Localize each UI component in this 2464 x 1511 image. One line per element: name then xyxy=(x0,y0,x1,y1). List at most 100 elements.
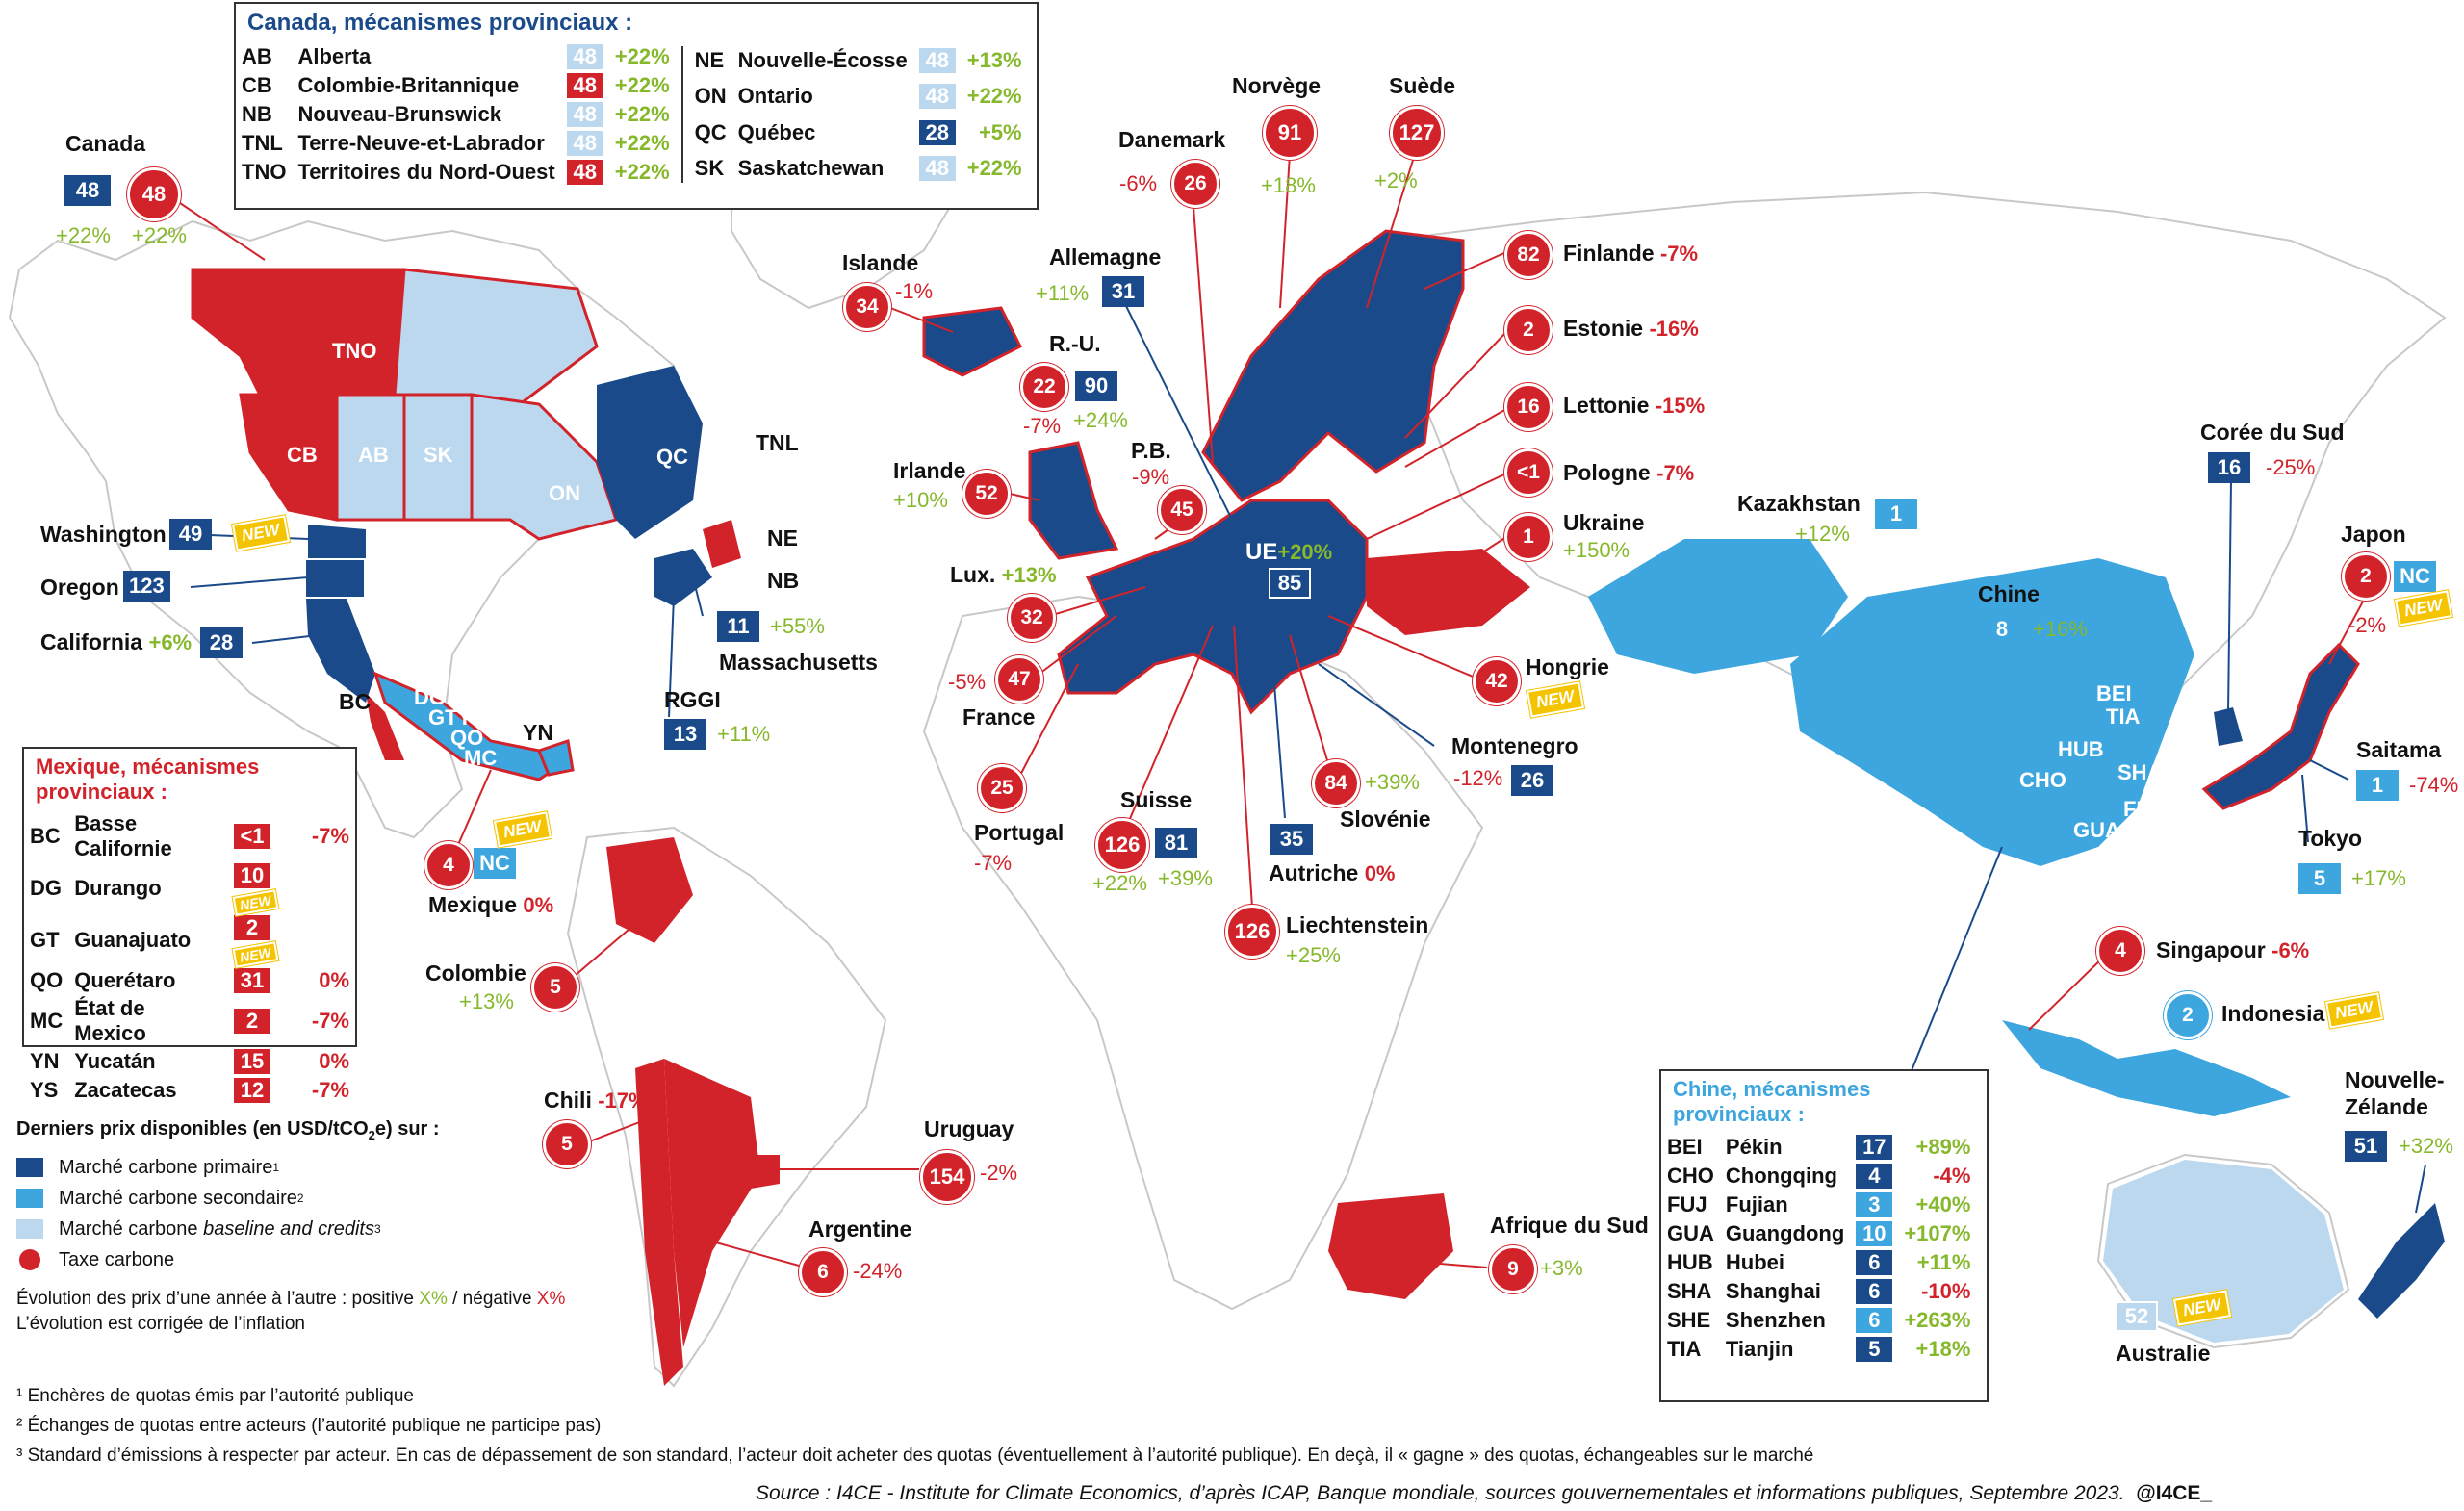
canada-change-2: +22% xyxy=(132,223,187,247)
region-ukraine xyxy=(1367,549,1530,635)
china-panel-name: Hubei xyxy=(1725,1250,1785,1274)
canada-panel-code: SK xyxy=(694,156,725,181)
canada-panel-name: Alberta xyxy=(297,44,372,68)
legend-item-tax: Taxe carbone xyxy=(16,1244,565,1275)
china-panel-code: TIA xyxy=(1667,1337,1702,1361)
china-panel-code: SHA xyxy=(1667,1279,1712,1303)
region-label-cb: CB xyxy=(287,443,318,467)
oregon-price: 123 xyxy=(123,571,170,602)
mexico-panel-row: YS Zacatecas 12 -7% xyxy=(24,1076,355,1105)
leader-chine xyxy=(1910,846,2003,1074)
region-argentine xyxy=(664,1059,760,1347)
canada-panel-value: 48 xyxy=(918,47,956,73)
label-afrique-du-sud: Afrique du Sud xyxy=(1490,1213,1649,1238)
canada-panel-change: +22% xyxy=(966,84,1022,109)
leader-norvege xyxy=(1279,153,1291,309)
mexico-panel-title: Mexique, mécanismes provinciaux : xyxy=(36,755,260,804)
portugal-change: -7% xyxy=(974,851,1013,875)
region-label-tia: TIA xyxy=(2106,704,2141,729)
massachusetts-price: 11 xyxy=(717,611,759,642)
france-change: -5% xyxy=(948,670,987,694)
label-irlande: Irlande xyxy=(893,458,966,483)
uruguay-change: -2% xyxy=(980,1161,1018,1185)
danemark-tax-price: 26 xyxy=(1171,160,1219,208)
mexico-panel-value: 10 xyxy=(233,863,270,888)
mexico-panel-value-cell: 2NEW xyxy=(228,914,306,968)
china-panel-value-cell: 6 xyxy=(1850,1277,1898,1306)
canada-panel-row: QC Québec 28 +5% xyxy=(689,115,1028,151)
coree-change: -25% xyxy=(2266,455,2316,479)
canada-panel-value: 48 xyxy=(566,131,603,156)
mexico-panel-change: 0% xyxy=(319,968,349,992)
china-panel-value-cell: 6 xyxy=(1850,1248,1898,1277)
label-portugal: Portugal xyxy=(974,820,1065,845)
canada-panel-name: Colombie-Britannique xyxy=(297,73,520,97)
eurasia-outline xyxy=(1384,191,2447,772)
mexico-panel-name: Basse Californie xyxy=(74,811,172,860)
label-japon: Japon xyxy=(2341,522,2406,547)
legend-swatch-tax xyxy=(19,1249,40,1270)
china-panel-change: +11% xyxy=(1916,1250,1971,1274)
canada-panel-change: +22% xyxy=(614,73,670,97)
kazakhstan-market-price: 1 xyxy=(1875,499,1917,529)
region-bc-mx xyxy=(366,693,404,760)
leader-islande xyxy=(885,305,954,333)
canada-panel-row: SK Saskatchewan 48 +22% xyxy=(689,151,1028,188)
legend-title: Derniers prix disponibles (en USD/tCO2e)… xyxy=(16,1118,440,1142)
lux-change: +13% xyxy=(1001,563,1057,587)
china-panel-value: 5 xyxy=(1856,1337,1893,1362)
canada-provincial-panel: Canada, mécanismes provinciaux : AB Alber… xyxy=(234,2,1039,210)
label-lettonie: Lettonie -15% xyxy=(1563,393,1706,418)
china-panel-value-cell: 4 xyxy=(1850,1162,1898,1191)
region-label-on: ON xyxy=(549,481,580,505)
region-label-gtys: GTYS xyxy=(428,705,486,730)
mexico-panel-value: 2 xyxy=(233,915,270,940)
mexico-panel-row: QO Querétaro 31 0% xyxy=(24,966,355,995)
region-label-she: SHE xyxy=(2104,857,2147,881)
canada-panel-code: TNO xyxy=(242,160,287,184)
canada-panel-row: CB Colombie-Britannique 48 +22% xyxy=(236,71,676,100)
california-price: 28 xyxy=(200,627,243,658)
singapour-change: -6% xyxy=(2272,938,2310,962)
australie-market-price: 52 xyxy=(2116,1301,2158,1332)
region-label-dg: DG xyxy=(414,685,446,709)
canada-panel-name: Québec xyxy=(737,119,816,144)
norvege-tax-price: 91 xyxy=(1263,106,1317,160)
leader-estonie xyxy=(1404,331,1507,439)
region-california xyxy=(306,599,375,703)
label-kazakhstan: Kazakhstan xyxy=(1737,491,1861,516)
region-label-qo: QO xyxy=(450,726,483,750)
label-ue: UE+20% xyxy=(1245,539,1333,565)
leader-colombie xyxy=(567,923,636,983)
canada-panel-value: 48 xyxy=(918,84,956,110)
slovenie-change: +39% xyxy=(1365,770,1420,794)
china-panel-row: BEI Pékin 17 +89% xyxy=(1661,1133,1976,1162)
label-singapour: Singapour -6% xyxy=(2156,937,2310,962)
leader-allemagne xyxy=(1125,305,1243,540)
legend: Derniers prix disponibles (en USD/tCO2e)… xyxy=(16,1118,565,1335)
mexique-tax-price: 4 xyxy=(424,841,473,889)
autriche-market-price: 35 xyxy=(1270,824,1313,855)
china-panel-code: FUJ xyxy=(1667,1192,1707,1216)
rggi-price: 13 xyxy=(664,719,706,750)
lettonie-change: -15% xyxy=(1655,394,1706,418)
leader-canada xyxy=(170,196,266,261)
mexico-panel-name: Zacatecas xyxy=(74,1078,177,1102)
mexico-panel-change: 0% xyxy=(319,1049,349,1073)
label-colombie: Colombie xyxy=(425,960,526,986)
canada-panel-code: ON xyxy=(694,84,727,109)
label-mexique: Mexique 0% xyxy=(428,892,554,917)
japon-market-nc: NC xyxy=(2394,561,2436,592)
saitama-change: -74% xyxy=(2409,773,2459,797)
argentine-tax-price: 6 xyxy=(799,1248,847,1296)
market-leader-lines xyxy=(190,305,2426,1214)
label-yn: YN xyxy=(523,720,553,745)
canada-panel-value-cell: 48 xyxy=(561,100,609,129)
china-panel-value: 6 xyxy=(1856,1279,1893,1304)
region-label-bei: BEI xyxy=(2096,681,2132,705)
leader-saitama xyxy=(2309,759,2349,781)
canada-tax-price: 48 xyxy=(127,167,181,221)
canada-panel-table-left: AB Alberta 48 +22% CB Colombie-Britannique 48 +… xyxy=(236,42,676,187)
leader-slovenie xyxy=(1289,634,1334,781)
allemagne-change: +11% xyxy=(1036,281,1090,305)
